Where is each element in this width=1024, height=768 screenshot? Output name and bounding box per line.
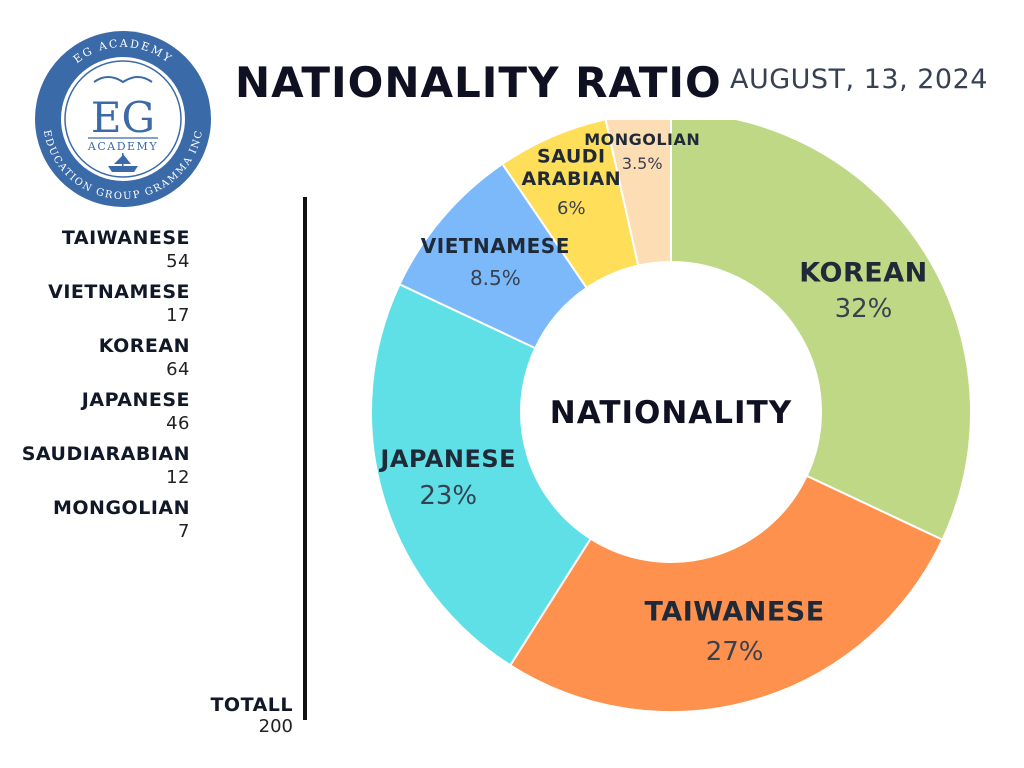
legend-item: SAUDIARABIAN 12 <box>0 442 190 489</box>
report-date: AUGUST, 13, 2024 <box>730 64 988 95</box>
chart-title: NATIONALITY RATIO <box>235 58 722 107</box>
eg-academy-logo: EG ACADEMY EDUCATION GROUP GRAMMA INC EG… <box>34 30 212 208</box>
total-block: TOTALL 200 <box>150 694 293 738</box>
legend-name: MONGOLIAN <box>53 497 190 519</box>
legend-count: 7 <box>178 521 190 542</box>
slice-percent-taiwanese: 27% <box>706 637 764 667</box>
slice-percent-korean: 32% <box>835 294 893 324</box>
legend-item: KOREAN 64 <box>0 334 190 381</box>
legend-count: 17 <box>166 305 190 326</box>
legend-count: 12 <box>166 467 190 488</box>
total-label: TOTALL <box>210 694 293 716</box>
slice-korean <box>670 110 972 542</box>
donut-chart: KOREAN 32% TAIWANESE 27% JAPANESE 23% VIETNAME… <box>360 110 984 760</box>
legend-count: 54 <box>166 251 190 272</box>
svg-text:EG: EG <box>91 93 155 142</box>
svg-text:ACADEMY: ACADEMY <box>87 140 158 153</box>
vertical-divider <box>303 197 307 720</box>
slice-japanese <box>370 282 593 667</box>
slice-label-japanese: JAPANESE <box>378 445 516 473</box>
legend-count: 64 <box>166 359 190 380</box>
slice-percent-mongolian: 3.5% <box>622 154 663 173</box>
legend-item: TAIWANESE 54 <box>0 226 190 273</box>
slice-label-vietnamese: VIETNAMESE <box>421 234 570 258</box>
donut-chart-svg: KOREAN 32% TAIWANESE 27% JAPANESE 23% VIETNAME… <box>370 110 972 713</box>
slice-label-korean: KOREAN <box>799 257 927 288</box>
total-value: 200 <box>258 716 293 737</box>
slice-label-taiwanese: TAIWANESE <box>645 596 825 627</box>
slice-percent-saudi-arabian: 6% <box>557 198 586 219</box>
logo-seal-icon: EG ACADEMY EDUCATION GROUP GRAMMA INC EG… <box>35 31 211 207</box>
slice-label-saudi-arabian: SAUDI ARABIAN <box>521 145 621 190</box>
legend-name: VIETNAMESE <box>48 281 190 303</box>
donut-center-label: NATIONALITY <box>550 395 792 431</box>
legend-name: TAIWANESE <box>61 227 190 249</box>
slice-percent-japanese: 23% <box>419 481 477 511</box>
legend-name: SAUDIARABIAN <box>21 443 190 465</box>
legend-name: KOREAN <box>98 335 190 357</box>
legend-item: MONGOLIAN 7 <box>0 496 190 543</box>
slice-label-mongolian: MONGOLIAN <box>584 130 700 149</box>
legend-item: VIETNAMESE 17 <box>0 280 190 327</box>
legend-item: JAPANESE 46 <box>0 388 190 435</box>
slice-percent-vietnamese: 8.5% <box>470 266 521 290</box>
legend-count: 46 <box>166 413 190 434</box>
legend-name: JAPANESE <box>81 389 190 411</box>
nationality-legend: TAIWANESE 54 VIETNAMESE 17 KOREAN 64 JAP… <box>0 226 190 550</box>
slice-taiwanese <box>508 474 944 713</box>
